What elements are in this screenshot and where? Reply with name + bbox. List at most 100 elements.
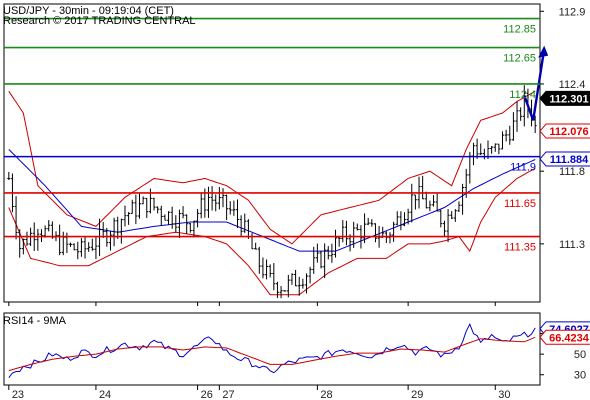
price-badge-2-label: 111.884 — [550, 154, 589, 166]
price-bar — [217, 186, 221, 210]
price-bar — [308, 266, 312, 284]
x-tick-label: 27 — [222, 389, 234, 400]
price-bar — [119, 218, 123, 244]
price-bar — [265, 259, 269, 280]
price-bar — [192, 220, 196, 238]
price-bar — [36, 228, 40, 251]
price-bar — [261, 257, 265, 279]
price-bar — [239, 215, 243, 237]
price-bar — [283, 290, 287, 292]
rsi-badge-1-shape — [539, 329, 590, 345]
price-bar — [21, 238, 25, 255]
rsi-line — [8, 322, 536, 379]
price-bar — [490, 145, 494, 154]
price-bar — [428, 200, 432, 212]
price-bar — [435, 193, 439, 212]
price-bar — [508, 125, 512, 145]
level-label-111-9: 111.9 — [510, 162, 536, 174]
price-bar — [83, 236, 87, 259]
rsi-title: RSI14 - 9MA — [3, 315, 67, 327]
price-bar — [493, 143, 497, 152]
rsi-y-tick-label: 30 — [574, 370, 586, 382]
projection-arrow — [523, 45, 549, 121]
price-bar — [225, 194, 229, 221]
price-bar — [243, 213, 247, 233]
price-bar — [421, 175, 425, 200]
price-bar — [221, 188, 225, 208]
projection-arrow-line — [523, 55, 545, 121]
level-label-111-65: 111.65 — [504, 198, 536, 210]
price-panel-frame — [3, 3, 541, 303]
x-tick-label: 30 — [498, 389, 510, 400]
price-bar — [323, 243, 327, 279]
rsi-badge-1-label: 66.4234 — [549, 332, 590, 344]
price-bar — [399, 211, 403, 231]
price-bar — [326, 246, 330, 260]
price-bar — [72, 243, 76, 251]
price-bar — [69, 242, 73, 247]
price-bar — [58, 224, 62, 256]
price-bar — [453, 209, 457, 222]
x-tick-label: 29 — [411, 389, 423, 400]
bollinger-upper-line — [8, 90, 536, 245]
price-bar — [450, 211, 454, 219]
price-bar — [515, 101, 519, 132]
level-label-111-35: 111.35 — [504, 242, 536, 254]
price-bar — [7, 171, 11, 180]
price-bar — [432, 195, 436, 207]
price-bar — [101, 222, 105, 238]
price-badge-0-label: 112.301 — [549, 93, 588, 105]
price-bar — [134, 194, 138, 225]
bollinger-lower-line — [8, 167, 536, 296]
price-bar — [206, 186, 210, 218]
price-bar — [14, 196, 18, 240]
price-bar — [210, 186, 214, 211]
price-bar — [522, 85, 526, 127]
price-bar — [152, 197, 156, 211]
price-bar — [301, 278, 305, 289]
price-bar — [319, 250, 323, 269]
price-bar — [116, 216, 120, 239]
price-bar — [123, 205, 127, 227]
rsi-panel: 705030 74.602766.4234 RSI14 - 9MA — [3, 312, 590, 386]
price-bar — [159, 205, 163, 226]
price-bar — [228, 201, 232, 215]
price-bar — [170, 206, 174, 229]
moving-average-line — [8, 149, 536, 252]
x-tick-label: 26 — [201, 389, 213, 400]
rsi-badge-1: 66.4234 — [539, 329, 590, 345]
projection-arrow-head — [538, 45, 549, 58]
price-badges: 112.301 112.076 111.884 — [539, 90, 590, 167]
price-bar — [501, 131, 505, 150]
support-resistance-levels: 112.85 112.65 112.4 111.9 111.65 111.35 — [4, 17, 540, 254]
price-badge-1: 112.076 — [539, 123, 590, 139]
price-bar — [294, 269, 298, 287]
price-bar — [25, 231, 29, 246]
price-bar — [366, 217, 370, 226]
price-bar — [108, 230, 112, 251]
price-bar — [214, 194, 218, 212]
price-y-tick-label: 111.8 — [559, 166, 585, 178]
price-bar — [79, 238, 83, 257]
price-bar — [406, 208, 410, 225]
chart-source: Research © 2017 TRADING CENTRAL — [3, 15, 196, 27]
price-bar — [352, 221, 356, 248]
price-y-axis: 112.9 112.4 111.8 111.3 — [540, 6, 585, 251]
price-bars — [7, 85, 537, 299]
price-bar — [370, 219, 374, 227]
price-bar — [127, 212, 131, 225]
price-bar — [156, 206, 160, 214]
price-bar — [337, 236, 341, 247]
price-bar — [254, 242, 258, 250]
price-bar — [330, 243, 334, 263]
price-bar — [275, 281, 279, 298]
price-badge-2-shape — [539, 151, 590, 167]
price-bar — [457, 201, 461, 212]
price-badge-1-label: 112.076 — [549, 126, 588, 138]
price-bar — [39, 229, 43, 243]
price-bar — [504, 129, 508, 142]
price-bar — [497, 143, 501, 155]
price-bar — [199, 192, 203, 219]
level-label-112-85: 112.85 — [503, 24, 536, 36]
price-bar — [341, 220, 345, 243]
